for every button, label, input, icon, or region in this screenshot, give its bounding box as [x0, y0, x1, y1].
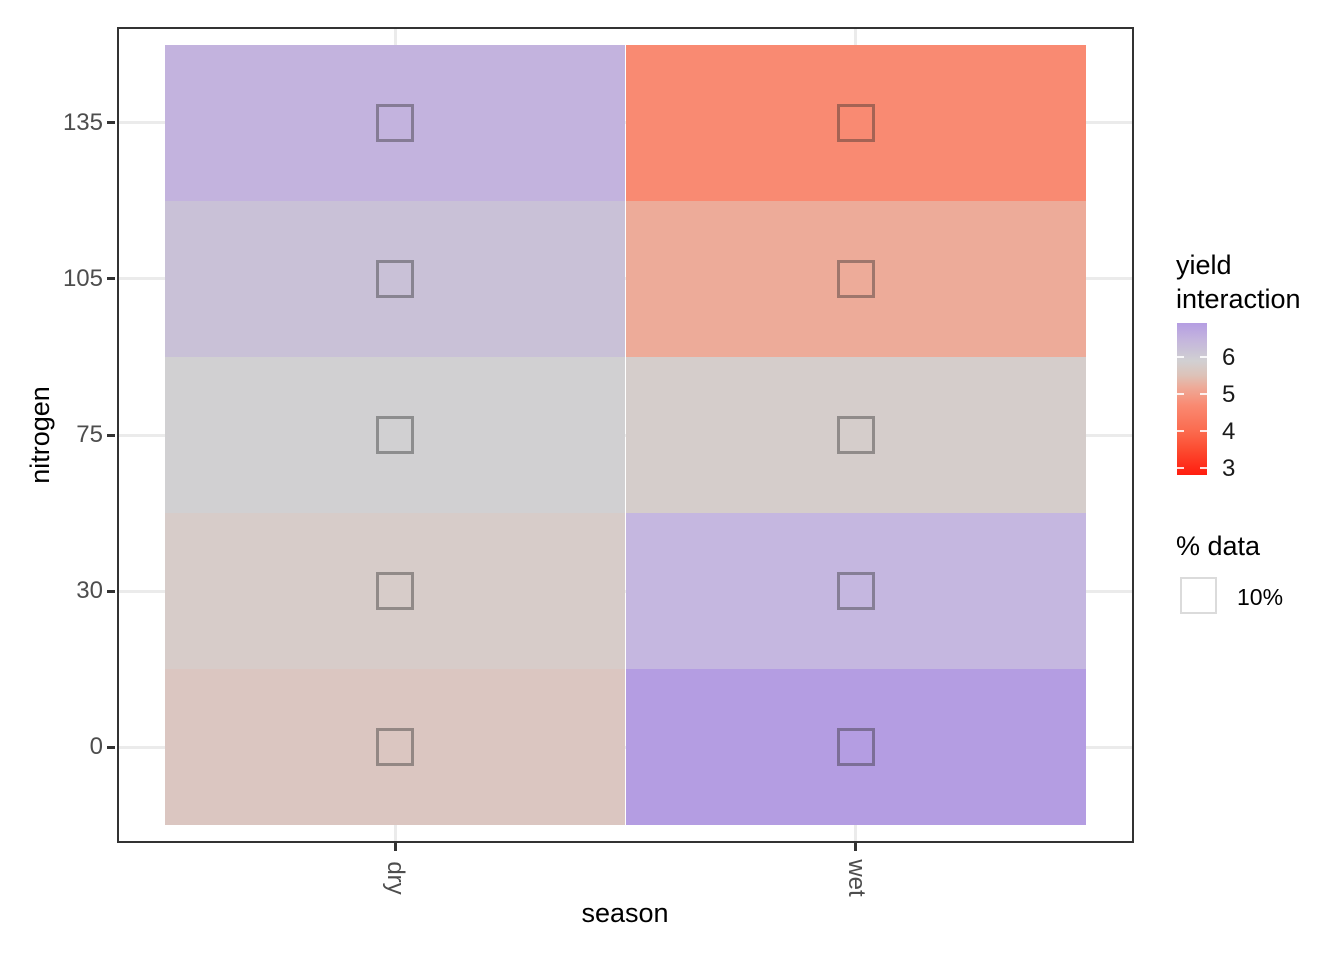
heat-tile-wet-75 — [625, 356, 1086, 514]
y-axis-tick — [107, 121, 115, 125]
x-axis-tick — [393, 843, 397, 851]
heat-tile-dry-0 — [165, 669, 626, 826]
fill-legend-title: yield interaction — [1176, 250, 1301, 314]
colorbar-tick-mark — [1200, 355, 1207, 359]
colorbar-tick-mark — [1177, 392, 1184, 396]
heat-tile-wet-30 — [625, 513, 1086, 670]
heat-tile-wet-135 — [625, 44, 1086, 201]
colorbar-tick-mark — [1177, 466, 1184, 470]
open-square-glyph — [376, 416, 415, 454]
y-axis-tick — [107, 433, 115, 437]
colorbar — [1177, 323, 1207, 475]
y-tick-label: 105 — [62, 264, 103, 292]
x-axis-title: season — [581, 898, 669, 928]
y-tick-label: 75 — [76, 421, 103, 448]
open-square-glyph — [376, 728, 415, 767]
heat-tile-wet-0 — [625, 669, 1086, 826]
open-square-glyph — [836, 103, 875, 142]
colorbar-tick-mark — [1200, 429, 1207, 433]
x-tick-label: dry — [382, 861, 410, 895]
y-tick-label: 135 — [62, 108, 103, 136]
colorbar-tick-label: 4 — [1222, 417, 1236, 445]
plot-panel — [117, 27, 1134, 843]
y-axis-tick — [107, 589, 115, 593]
heat-tile-dry-105 — [165, 200, 626, 357]
size-legend-title: % data — [1176, 531, 1261, 561]
colorbar-tick-mark — [1200, 466, 1207, 470]
y-axis-tick — [107, 745, 115, 749]
open-square-glyph — [836, 416, 875, 454]
open-square-glyph — [376, 259, 415, 298]
open-square-glyph — [376, 103, 415, 142]
open-square-glyph — [836, 259, 875, 298]
y-tick-label: 0 — [89, 733, 103, 761]
colorbar-tick-mark — [1177, 429, 1184, 433]
heat-tile-wet-105 — [625, 200, 1086, 357]
heat-tile-dry-135 — [165, 44, 626, 201]
colorbar-tick-label: 5 — [1222, 381, 1236, 408]
open-square-glyph — [836, 572, 875, 611]
open-square-icon — [1180, 577, 1217, 614]
colorbar-tick-mark — [1177, 355, 1184, 359]
colorbar-tick-label: 6 — [1222, 344, 1236, 372]
open-square-glyph — [836, 728, 875, 767]
heat-tile-dry-30 — [165, 513, 626, 670]
colorbar-tick-mark — [1200, 392, 1207, 396]
y-tick-label: 30 — [76, 577, 103, 605]
y-axis-tick — [107, 277, 115, 281]
x-tick-label: wet — [842, 859, 870, 897]
size-legend-key-label: 10% — [1237, 584, 1284, 610]
heat-tile-dry-75 — [165, 356, 626, 514]
x-axis-tick — [854, 843, 858, 851]
colorbar-tick-label: 3 — [1222, 454, 1236, 482]
open-square-glyph — [376, 572, 415, 611]
